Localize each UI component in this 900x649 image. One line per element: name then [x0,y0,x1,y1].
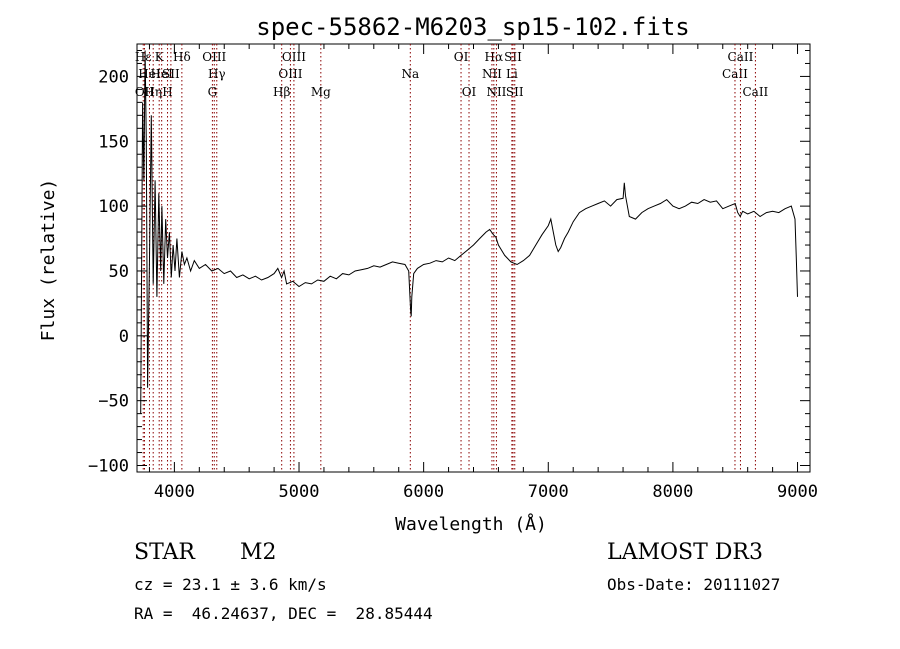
redshift-cz: cz = 23.1 ± 3.6 km/s [134,575,327,594]
x-axis-ticks: 4000 5000 6000 7000 8000 9000 [148,44,818,502]
spectral-line-label: OIII [202,50,226,64]
object-subclass: M2 [240,540,277,565]
spectral-line-label: CaII [728,50,754,64]
spectral-line-label: Na [401,67,419,81]
y-tick-label: 100 [98,197,129,217]
y-axis-label: Flux (relative) [38,179,59,342]
spectral-line-label: NII [482,67,502,81]
spectral-line-label: CaII [722,67,748,81]
spectral-line-label: OIII [282,50,306,64]
spectral-line-label: SII [504,50,522,64]
x-tick-label: 8000 [652,482,693,502]
spectral-line-label: Mg [311,85,331,99]
x-tick-label: 5000 [279,482,320,502]
y-axis-ticks: −100 −50 0 50 100 150 200 [88,49,810,477]
coordinates: RA = 46.24637, DEC = 28.85444 [134,604,433,623]
chart-title: spec-55862-M6203_sp15-102.fits [256,13,689,41]
spectral-line-label: NII [486,85,506,99]
spectral-line-label: Hγ [208,67,226,81]
x-tick-label: 9000 [777,482,818,502]
y-tick-label: 150 [98,132,129,152]
spectral-line-label: OI [462,85,477,99]
y-tick-label: 50 [109,262,129,282]
spectral-line-label: Hη [144,85,162,99]
spectral-line-label: H [162,85,172,99]
spectral-line-label: SII [162,67,180,81]
spectral-line-label: SII [506,85,524,99]
spectral-line-label: OIII [278,67,302,81]
spectral-line-label: Li [506,67,518,81]
y-tick-label: −100 [88,457,129,477]
spectral-line-label: Hε [135,50,152,64]
observation-date: Obs-Date: 20111027 [607,575,781,594]
y-tick-label: 200 [98,67,129,87]
x-tick-label: 7000 [528,482,569,502]
series-line-flux [140,50,798,414]
x-tick-label: 4000 [154,482,195,502]
spectral-line-label: OI [454,50,469,64]
y-tick-label: −50 [98,392,129,412]
spectral-line-label: Hα [485,50,504,64]
spectral-line-label: K [155,50,165,64]
spectral-line-label: Hβ [273,85,290,99]
plot-frame [136,43,811,473]
spectral-line-label: HeI [138,67,161,81]
spectral-line-label: G [208,85,218,99]
spectral-line-label: CaII [742,85,768,99]
x-axis-label: Wavelength (Å) [395,513,547,535]
object-class: STAR [134,540,195,565]
y-tick-label: 0 [119,327,129,347]
survey-name: LAMOST DR3 [607,540,763,565]
spectral-line-label: Hδ [173,50,191,64]
x-tick-label: 6000 [403,482,444,502]
